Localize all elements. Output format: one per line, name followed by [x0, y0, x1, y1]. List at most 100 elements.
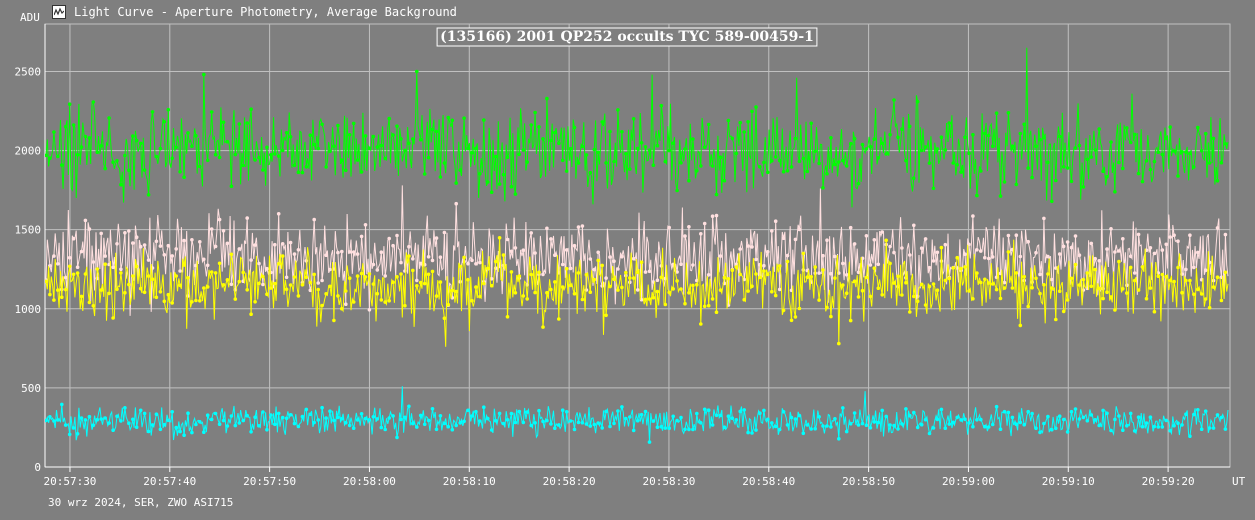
data-point [312, 142, 317, 147]
data-point [805, 169, 810, 174]
data-point [833, 162, 837, 167]
data-point [1065, 240, 1070, 244]
data-point [616, 267, 620, 271]
data-point [770, 159, 774, 163]
data-point [1050, 199, 1054, 204]
x-tick-label: 20:57:30 [43, 475, 96, 488]
data-point [647, 297, 652, 301]
data-point [667, 225, 671, 230]
data-point [1057, 252, 1062, 256]
data-point [951, 420, 955, 425]
x-tick-label: 20:58:00 [343, 475, 396, 488]
data-point [249, 430, 253, 434]
data-point [927, 284, 932, 289]
data-point [1093, 256, 1097, 261]
data-point [533, 251, 537, 255]
data-point [710, 423, 715, 427]
data-point [1219, 415, 1224, 420]
data-point [166, 107, 171, 112]
data-point [466, 146, 470, 151]
data-point [592, 422, 597, 427]
data-point [762, 269, 766, 273]
data-point [292, 421, 297, 426]
y-tick-label: 0 [34, 461, 41, 474]
data-point [470, 258, 474, 263]
data-point [876, 286, 881, 291]
data-point [45, 279, 48, 284]
data-point [371, 282, 376, 286]
data-point [943, 148, 948, 152]
data-point [178, 170, 182, 174]
data-point [486, 266, 490, 271]
data-point [276, 154, 281, 158]
data-point [142, 411, 147, 416]
data-point [269, 286, 273, 290]
data-point [860, 142, 865, 147]
data-point [221, 418, 226, 423]
data-point [489, 190, 494, 194]
data-point [63, 124, 68, 129]
data-point [766, 417, 770, 422]
data-point [1148, 246, 1153, 250]
data-point [1199, 292, 1204, 296]
data-point [813, 265, 817, 269]
data-point [324, 165, 328, 169]
data-point [959, 266, 963, 271]
data-point [150, 423, 155, 427]
data-point [564, 169, 569, 173]
data-point [856, 295, 861, 299]
data-point [1196, 125, 1200, 130]
data-point [1176, 174, 1180, 178]
data-point [986, 281, 991, 285]
data-point [659, 103, 664, 108]
data-point [746, 430, 750, 435]
light-curve-app-icon[interactable] [52, 5, 66, 19]
data-point [620, 254, 624, 259]
data-point [892, 281, 896, 285]
data-point [675, 188, 679, 193]
data-point [560, 262, 565, 267]
data-point [844, 273, 849, 277]
data-point [198, 164, 202, 169]
data-point [237, 122, 242, 126]
data-point [474, 262, 478, 266]
data-point [596, 150, 600, 155]
data-point [190, 430, 194, 435]
data-point [1006, 250, 1011, 254]
data-point [1105, 411, 1109, 416]
data-point [75, 271, 80, 275]
data-point [225, 139, 230, 144]
data-point [770, 229, 774, 233]
data-point [462, 116, 466, 120]
data-point [213, 244, 218, 249]
data-point [67, 432, 72, 437]
data-point [639, 141, 644, 145]
data-point [493, 154, 498, 159]
data-point [817, 415, 821, 419]
data-point [884, 414, 888, 419]
data-point [829, 271, 833, 276]
data-point [588, 257, 593, 261]
data-point [434, 129, 439, 134]
data-point [107, 291, 111, 296]
data-point [541, 137, 545, 141]
data-point [150, 277, 155, 282]
data-point [391, 414, 395, 418]
data-point [450, 118, 455, 123]
data-point [474, 285, 478, 289]
y-tick-label: 1000 [15, 303, 42, 316]
data-point [549, 422, 553, 426]
data-point [79, 145, 84, 149]
data-point [347, 276, 352, 281]
data-point [63, 423, 68, 427]
data-point [927, 161, 932, 165]
data-point [1117, 249, 1121, 253]
data-point [635, 418, 640, 423]
data-point [773, 155, 778, 159]
data-point [273, 422, 277, 427]
data-point [67, 102, 72, 106]
data-point [209, 110, 214, 114]
data-point [328, 267, 332, 272]
data-point [651, 163, 656, 167]
data-point [308, 133, 313, 137]
